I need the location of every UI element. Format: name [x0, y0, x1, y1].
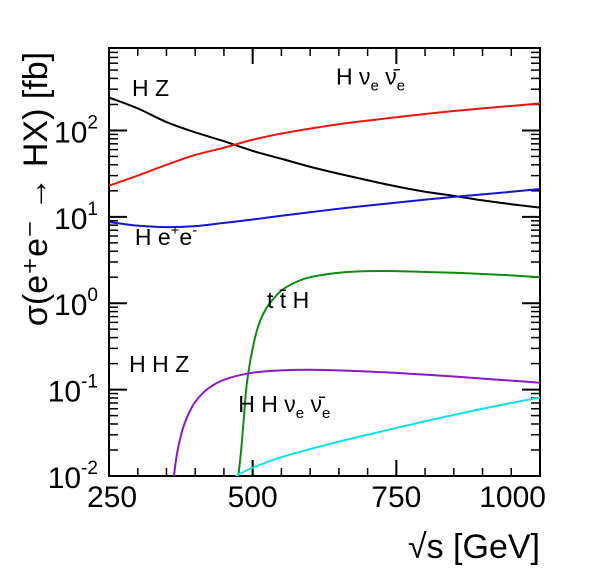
curve-labels: H Z H νe ν̄e H e+e-t t̄ H H H Z H H νe ν̄e [129, 64, 405, 423]
series-line [237, 270, 540, 476]
y-tick-label: 101 [54, 199, 98, 236]
axis-ticks [108, 47, 541, 477]
x-tick-label: 500 [228, 481, 278, 514]
series-line [172, 368, 540, 476]
series-line [109, 187, 540, 229]
curve-label: t t̄ H [267, 287, 309, 313]
series-line [109, 96, 540, 209]
series-layer [109, 96, 540, 476]
y-tick-label: 100 [54, 285, 98, 322]
curve-label: H H Z [129, 351, 189, 377]
x-tick-label: 250 [87, 481, 137, 514]
curve-label: H H νe ν̄e [238, 391, 330, 422]
curve-label: H Z [132, 75, 169, 101]
x-tick-label: 750 [371, 481, 421, 514]
series-line [109, 102, 540, 187]
y-axis-title: σ(e⁺e⁻ → HX) [fb] [17, 52, 55, 326]
curve-label: H e+e- [135, 222, 197, 250]
tick-labels: 250 500 750 1000 10-2 10-1 100 101 102 [48, 112, 546, 514]
x-tick-label: 1000 [479, 481, 546, 514]
x-axis-title: √s [GeV] [408, 528, 540, 566]
series-line [234, 396, 540, 476]
y-tick-label: 10-2 [48, 458, 98, 495]
curve-label: H νe ν̄e [336, 64, 405, 95]
y-tick-label: 10-1 [48, 372, 98, 409]
y-tick-label: 102 [54, 112, 98, 149]
